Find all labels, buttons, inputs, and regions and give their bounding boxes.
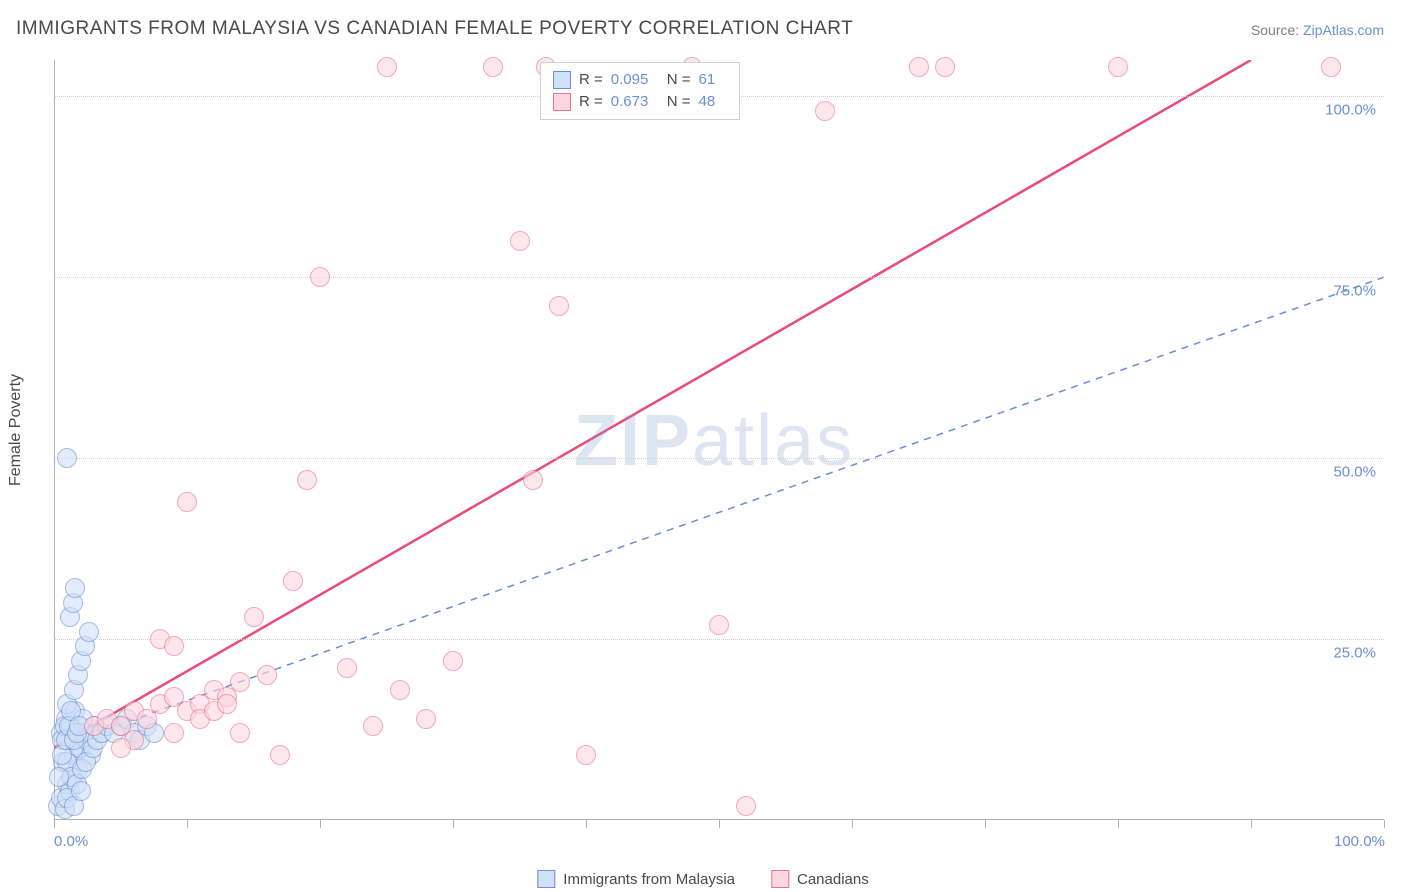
legend-swatch [771,870,789,888]
data-point [177,492,197,512]
x-tick-label: 100.0% [1334,833,1385,850]
data-point [270,745,290,765]
x-tick-label: 0.0% [54,833,88,850]
data-point [510,231,530,251]
stat-n-label: N = [667,69,691,91]
legend-label: Immigrants from Malaysia [563,871,735,888]
y-tick-label: 50.0% [1333,464,1376,481]
data-point [71,781,91,801]
chart-container: IMMIGRANTS FROM MALAYSIA VS CANADIAN FEM… [0,0,1406,892]
data-point [230,723,250,743]
data-point [709,615,729,635]
stat-r-value: 0.095 [611,69,659,91]
data-point [416,709,436,729]
gridline [54,639,1384,640]
data-point [1108,57,1128,77]
x-tick [187,820,188,828]
stats-legend-row: R = 0.673 N = 48 [553,91,727,113]
stats-legend: R = 0.095 N = 61 R = 0.673 N = 48 [540,62,740,120]
y-tick-label: 25.0% [1333,645,1376,662]
x-tick [1384,820,1385,828]
data-point [935,57,955,77]
data-point [576,745,596,765]
watermark: ZIPatlas [574,400,854,482]
data-point [164,723,184,743]
chart-title: IMMIGRANTS FROM MALAYSIA VS CANADIAN FEM… [16,18,853,40]
data-point [909,57,929,77]
x-tick [719,820,720,828]
stat-n-value: 48 [699,91,727,113]
series-legend: Immigrants from Malaysia Canadians [537,870,868,888]
x-tick [320,820,321,828]
y-axis-line [54,60,55,820]
gridline [54,277,1384,278]
x-tick [453,820,454,828]
data-point [310,267,330,287]
data-point [443,651,463,671]
watermark-atlas: atlas [692,401,854,481]
stat-n-value: 61 [699,69,727,91]
data-point [363,716,383,736]
x-tick [985,820,986,828]
data-point [164,636,184,656]
data-point [79,622,99,642]
stat-r-label: R = [579,91,603,113]
scatter-plot: ZIPatlas 25.0% 50.0% 75.0% 100.0% 0.0% 100.0% [54,60,1384,850]
data-point [337,658,357,678]
x-tick [54,820,55,828]
stat-n-label: N = [667,91,691,113]
data-point [65,578,85,598]
gridline [54,458,1384,459]
regression-lines-layer [54,60,1384,850]
y-tick-label: 75.0% [1333,283,1376,300]
x-tick [1251,820,1252,828]
y-tick-label: 100.0% [1325,102,1376,119]
source-prefix: Source: [1251,22,1303,38]
data-point [111,738,131,758]
legend-item: Immigrants from Malaysia [537,870,735,888]
data-point [230,672,250,692]
legend-swatch [553,93,571,111]
data-point [244,607,264,627]
data-point [377,57,397,77]
data-point [217,694,237,714]
x-tick [852,820,853,828]
legend-label: Canadians [797,871,869,888]
source-link[interactable]: ZipAtlas.com [1303,22,1384,38]
x-tick [586,820,587,828]
y-axis-label: Female Poverty [7,374,25,486]
source-attribution: Source: ZipAtlas.com [1251,22,1384,38]
data-point [736,796,756,816]
stat-r-value: 0.673 [611,91,659,113]
data-point [1321,57,1341,77]
regression-line [54,60,1251,748]
watermark-zip: ZIP [574,401,692,481]
data-point [57,448,77,468]
data-point [283,571,303,591]
data-point [523,470,543,490]
data-point [297,470,317,490]
stat-r-label: R = [579,69,603,91]
regression-line [54,277,1384,747]
legend-swatch [537,870,555,888]
stats-legend-row: R = 0.095 N = 61 [553,69,727,91]
data-point [49,767,69,787]
legend-item: Canadians [771,870,869,888]
data-point [390,680,410,700]
x-tick [1118,820,1119,828]
legend-swatch [553,71,571,89]
data-point [257,665,277,685]
data-point [483,57,503,77]
data-point [815,101,835,121]
data-point [549,296,569,316]
